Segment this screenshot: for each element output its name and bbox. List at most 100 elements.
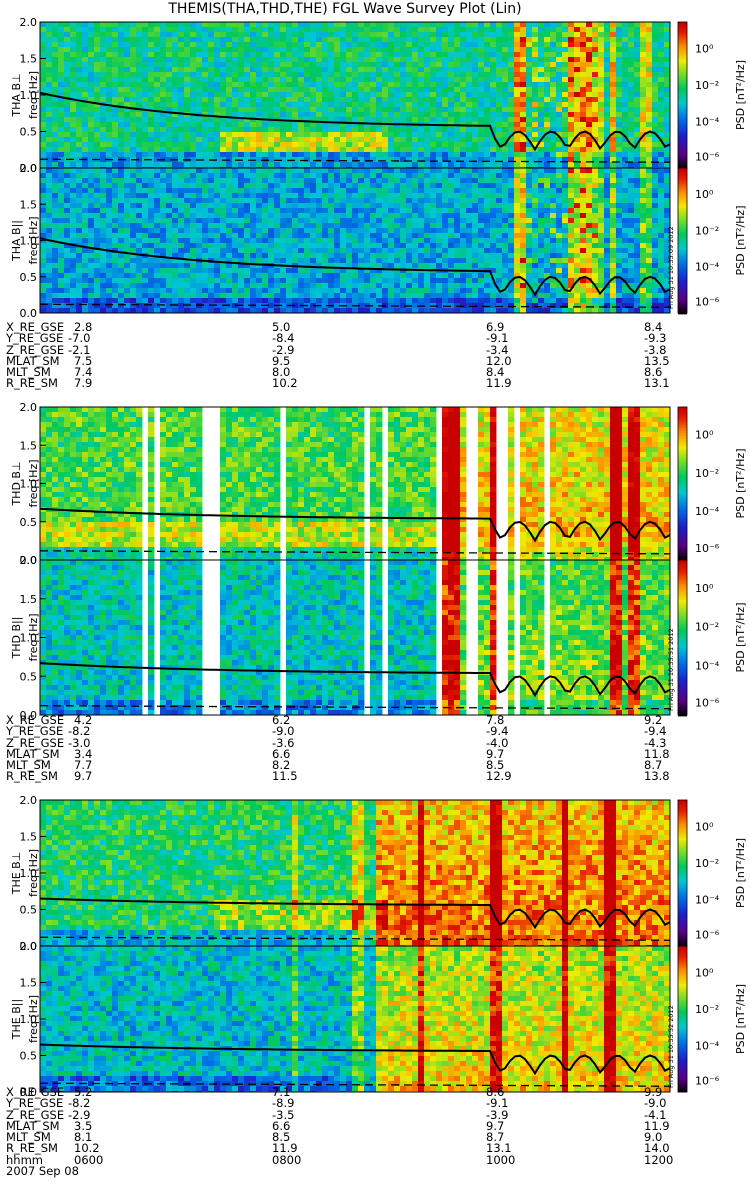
spectrogram-cell: [316, 137, 323, 143]
spectrogram-cell: [424, 22, 431, 28]
spectrogram-cell: [148, 178, 155, 184]
spectrogram-cell: [346, 258, 353, 264]
spectrogram-cell: [370, 117, 377, 123]
spectrogram-cell: [262, 57, 269, 63]
spectrogram-cell: [304, 248, 311, 254]
spectrogram-cell: [568, 37, 575, 43]
spectrogram-cell: [226, 248, 233, 254]
spectrogram-cell: [532, 77, 539, 83]
spectrogram-cell: [466, 97, 473, 103]
spectrogram-cell: [550, 42, 557, 48]
spectrogram-cell: [292, 147, 299, 153]
spectrogram-cell: [538, 52, 545, 58]
spectrogram-cell: [166, 238, 173, 244]
spectrogram-cell: [376, 87, 383, 93]
spectrogram-cell: [640, 157, 647, 163]
spectrogram-cell: [244, 223, 251, 229]
spectrogram-cell: [58, 228, 65, 234]
spectrogram-cell: [454, 42, 461, 48]
spectrogram-cell: [586, 32, 593, 38]
spectrogram-cell: [508, 27, 515, 33]
spectrogram-cell: [526, 82, 533, 88]
spectrogram-cell: [376, 263, 383, 269]
spectrogram-cell: [106, 127, 113, 133]
spectrogram-cell: [88, 32, 95, 38]
spectrogram-cell: [316, 233, 323, 239]
spectrogram-cell: [658, 52, 665, 58]
spectrogram-cell: [526, 142, 533, 148]
spectrogram-cell: [412, 32, 419, 38]
spectrogram-cell: [292, 278, 299, 284]
spectrogram-cell: [316, 42, 323, 48]
spectrogram-cell: [376, 173, 383, 179]
spectrogram-cell: [364, 298, 371, 304]
spectrogram-cell: [640, 92, 647, 98]
spectrogram-cell: [394, 253, 401, 259]
spectrogram-cell: [346, 253, 353, 259]
colorbar-segment: [678, 86, 687, 89]
spectrogram-cell: [100, 87, 107, 93]
spectrogram-cell: [664, 37, 671, 43]
spectrogram-cell: [100, 178, 107, 184]
spectrogram-cell: [496, 112, 503, 118]
spectrogram-cell: [286, 32, 293, 38]
spectrogram-cell: [196, 92, 203, 98]
spectrogram-cell: [316, 32, 323, 38]
spectrogram-cell: [166, 117, 173, 123]
spectrogram-cell: [574, 162, 581, 168]
spectrogram-cell: [436, 127, 443, 133]
colorbar-segment: [678, 124, 687, 127]
spectrogram-cell: [148, 97, 155, 103]
spectrogram-cell: [400, 57, 407, 63]
spectrogram-cell: [106, 218, 113, 224]
spectrogram-cell: [76, 308, 83, 314]
spectrogram-cell: [322, 142, 329, 148]
spectrogram-cell: [52, 112, 59, 118]
spectrogram-cell: [118, 142, 125, 148]
colorbar-segment: [678, 94, 687, 97]
spectrogram-cell: [172, 72, 179, 78]
spectrogram-cell: [442, 102, 449, 108]
spectrogram-cell: [148, 117, 155, 123]
spectrogram-cell: [274, 273, 281, 279]
spectrogram-cell: [478, 87, 485, 93]
spectrogram-cell: [250, 263, 257, 269]
spectrogram-cell: [232, 117, 239, 123]
spectrogram-cell: [130, 268, 137, 274]
spectrogram-cell: [436, 162, 443, 168]
spectrogram-cell: [220, 283, 227, 289]
spectrogram-cell: [238, 193, 245, 199]
spectrogram-cell: [238, 228, 245, 234]
spectrogram-cell: [382, 258, 389, 264]
spectrogram-cell: [328, 243, 335, 249]
spectrogram-cell: [88, 127, 95, 133]
spectrogram-cell: [370, 253, 377, 259]
spectrogram-cell: [274, 268, 281, 274]
spectrogram-cell: [316, 268, 323, 274]
spectrogram-cell: [604, 22, 611, 28]
spectrogram-cell: [172, 107, 179, 113]
spectrogram-cell: [40, 142, 47, 148]
spectrogram-cell: [58, 162, 65, 168]
spectrogram-cell: [190, 303, 197, 309]
spectrogram-cell: [226, 183, 233, 189]
spectrogram-cell: [208, 142, 215, 148]
spectrogram-cell: [376, 293, 383, 299]
spectrogram-cell: [142, 52, 149, 58]
spectrogram-cell: [220, 298, 227, 304]
spectrogram-cell: [94, 162, 101, 168]
spectrogram-cell: [304, 268, 311, 274]
spectrogram-cell: [232, 233, 239, 239]
spectrogram-cell: [394, 288, 401, 294]
spectrogram-cell: [436, 157, 443, 163]
spectrogram-cell: [340, 263, 347, 269]
spectrogram-cell: [202, 308, 209, 314]
spectrogram-cell: [538, 112, 545, 118]
spectrogram-cell: [358, 283, 365, 289]
spectrogram-cell: [316, 203, 323, 209]
spectrogram-cell: [154, 62, 161, 68]
spectrogram-cell: [544, 77, 551, 83]
spectrogram-cell: [568, 122, 575, 128]
spectrogram-cell: [136, 233, 143, 239]
spectrogram-cell: [538, 147, 545, 153]
